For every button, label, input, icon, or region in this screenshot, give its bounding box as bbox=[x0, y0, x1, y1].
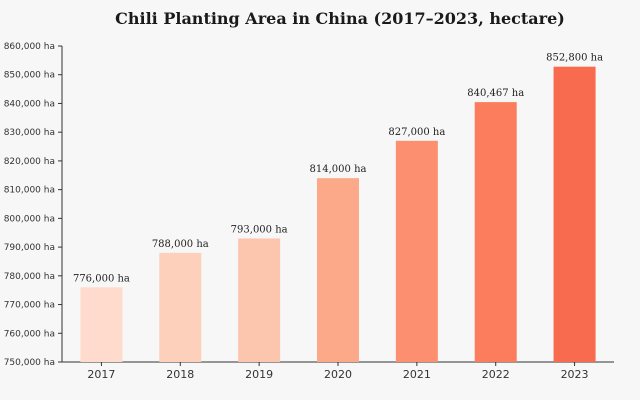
data-label-2017: 776,000 ha bbox=[73, 273, 130, 284]
x-tick-label-2018: 2018 bbox=[166, 368, 194, 381]
y-tick-label: 780,000 ha bbox=[4, 272, 55, 282]
data-label-2020: 814,000 ha bbox=[310, 164, 367, 175]
bar-2018 bbox=[159, 252, 202, 362]
x-tick-label-2023: 2023 bbox=[561, 368, 589, 381]
x-tick-label-2017: 2017 bbox=[87, 368, 115, 381]
data-label-2022: 840,467 ha bbox=[467, 88, 524, 99]
bar-2019 bbox=[238, 238, 281, 362]
y-tick-label: 820,000 ha bbox=[4, 157, 55, 167]
data-label-2019: 793,000 ha bbox=[231, 224, 288, 235]
y-tick-label: 840,000 ha bbox=[4, 99, 55, 109]
data-label-2023: 852,800 ha bbox=[546, 53, 603, 64]
bars: 776,000 ha 788,000 ha 793,000 ha 814,000 ha… bbox=[73, 53, 603, 363]
y-tick-label: 850,000 ha bbox=[4, 71, 55, 81]
bar-2022 bbox=[474, 102, 517, 363]
y-tick-label: 830,000 ha bbox=[4, 128, 55, 138]
y-tick-label: 770,000 ha bbox=[4, 301, 55, 311]
y-tick-label: 760,000 ha bbox=[4, 329, 55, 339]
y-tick-label: 810,000 ha bbox=[4, 186, 55, 196]
data-label-2021: 827,000 ha bbox=[388, 127, 445, 138]
data-label-2018: 788,000 ha bbox=[152, 239, 209, 250]
y-ticks: 750,000 ha 760,000 ha 770,000 ha 780,000 ha… bbox=[4, 42, 62, 368]
x-tick-label-2019: 2019 bbox=[245, 368, 273, 381]
bar-2021 bbox=[395, 140, 438, 362]
y-tick-label: 790,000 ha bbox=[4, 243, 55, 253]
bar-2020 bbox=[317, 178, 359, 362]
bar-2023 bbox=[553, 66, 596, 362]
x-tick-label-2021: 2021 bbox=[403, 368, 431, 381]
bar-2017 bbox=[80, 287, 123, 362]
x-tick-label-2020: 2020 bbox=[324, 368, 352, 381]
y-tick-label: 800,000 ha bbox=[4, 214, 55, 224]
chart-title: Chili Planting Area in China (2017–2023,… bbox=[115, 9, 565, 28]
x-ticks: 2017 2018 2019 2020 2021 2022 2023 bbox=[87, 362, 589, 381]
x-tick-label-2022: 2022 bbox=[482, 368, 510, 381]
y-tick-label: 860,000 ha bbox=[4, 42, 55, 52]
y-tick-label: 750,000 ha bbox=[4, 358, 55, 368]
